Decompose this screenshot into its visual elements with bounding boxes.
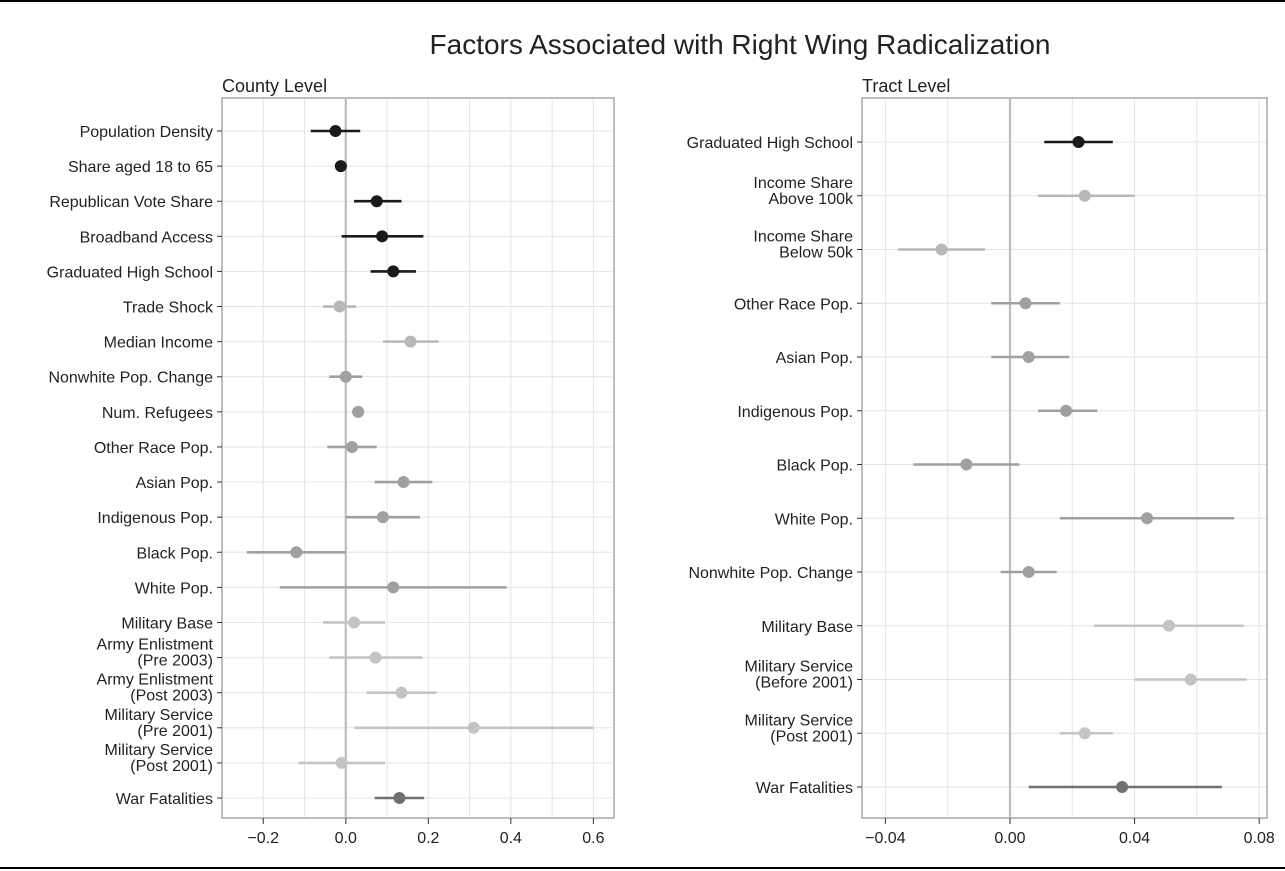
point-estimate-white-pop (387, 581, 400, 594)
x-tick-label: 0.00 (994, 830, 1025, 847)
point-estimate-income-share-below-50k (935, 243, 948, 256)
point-estimate-indigenous-pop (1060, 404, 1073, 417)
row-label-black-pop: Black Pop. (777, 458, 853, 475)
row-label-line: Military Service (105, 742, 214, 759)
point-estimate-asian-pop (1022, 351, 1035, 363)
point-estimate-army-enlistment-post-2003 (395, 686, 408, 699)
row-label-military-base: Military Base (121, 615, 213, 632)
row-label-white-pop: White Pop. (135, 580, 213, 597)
point-estimate-population-density (329, 125, 342, 137)
point-estimate-asian-pop (397, 476, 410, 489)
point-estimate-broadband-access (376, 230, 389, 243)
point-estimate-trade-shock (333, 300, 346, 313)
point-estimate-white-pop (1141, 512, 1154, 525)
point-estimate-black-pop (960, 458, 973, 471)
row-label-income-share-above-100k: Income Share Above 100k (753, 175, 854, 208)
row-label-military-base: Military Base (761, 619, 853, 636)
point-estimate-military-base (1162, 619, 1175, 632)
row-label-white-pop: White Pop. (775, 511, 853, 528)
row-label-line: (Post 2001) (130, 758, 213, 775)
point-estimate-other-race-pop (1019, 297, 1032, 310)
tract-level-panel: Tract Level −0.04 0.00 0.04 0.08 Graduated Hi… (687, 76, 1275, 847)
county-level-subtitle: County Level (222, 76, 327, 96)
row-label-military-service-before-2001: Military Service (Before 2001) (745, 659, 854, 692)
row-label-other-race-pop: Other Race Pop. (734, 296, 853, 313)
point-estimate-military-service-post-2001 (1078, 727, 1091, 740)
row-label-republican-vote-share: Republican Vote Share (49, 194, 213, 211)
row-label-median-income: Median Income (104, 335, 213, 352)
row-label-line: (Post 2001) (770, 728, 853, 745)
point-estimate-war-fatalities (393, 792, 406, 804)
point-estimate-nonwhite-pop-change (339, 370, 352, 383)
row-label-line: Army Enlistment (97, 637, 214, 654)
figure-title: Factors Associated with Right Wing Radic… (430, 29, 1051, 60)
row-label-indigenous-pop: Indigenous Pop. (737, 404, 853, 421)
point-estimate-graduated-high-school (1072, 136, 1085, 148)
row-label-line: Military Service (105, 707, 214, 724)
point-estimate-indigenous-pop (376, 511, 389, 524)
row-label-line: (Post 2003) (130, 688, 213, 705)
row-label-indigenous-pop: Indigenous Pop. (97, 510, 213, 527)
row-label-nonwhite-pop-change: Nonwhite Pop. Change (48, 370, 213, 387)
x-tick-label: 0.6 (582, 830, 604, 847)
row-label-num-refugees: Num. Refugees (102, 405, 213, 422)
row-label-line: Income Share (753, 229, 853, 246)
row-label-line: (Before 2001) (755, 675, 853, 692)
panel-border (861, 97, 1268, 819)
point-estimate-military-service-before-2001 (1184, 673, 1197, 686)
point-estimate-median-income (404, 335, 417, 348)
point-estimate-nonwhite-pop-change (1022, 566, 1035, 578)
x-tick-label: 0.2 (417, 830, 439, 847)
point-estimate-military-service-pre-2001 (467, 721, 480, 734)
x-tick-label: −0.2 (247, 830, 279, 847)
row-label-line: (Pre 2003) (137, 653, 213, 670)
row-label-population-density: Population Density (80, 124, 213, 141)
point-estimate-black-pop (290, 546, 303, 559)
point-estimate-other-race-pop (345, 440, 358, 453)
point-estimate-republican-vote-share (370, 195, 383, 208)
row-label-trade-shock: Trade Shock (123, 300, 214, 317)
x-tick-label: 0.04 (1119, 830, 1150, 847)
row-label-other-race-pop: Other Race Pop. (94, 440, 213, 457)
x-tick-label: −0.04 (865, 830, 906, 847)
row-label-military-service-post-2001: Military Service (Post 2001) (745, 712, 854, 745)
point-estimate-graduated-high-school (387, 265, 400, 278)
point-estimate-war-fatalities (1116, 781, 1129, 793)
row-label-line: Military Service (745, 712, 854, 729)
row-label-line: Military Service (745, 659, 854, 676)
row-label-army-enlistment-post-2003: Army Enlistment (Post 2003) (97, 672, 214, 705)
x-tick-label: 0.0 (335, 830, 357, 847)
row-label-black-pop: Black Pop. (137, 545, 213, 562)
point-estimate-military-base (348, 616, 361, 629)
row-label-war-fatalities: War Fatalities (116, 791, 213, 808)
row-label-line: Above 100k (768, 191, 854, 208)
tract-level-subtitle: Tract Level (862, 76, 950, 96)
row-label-military-service-pre-2001: Military Service (Pre 2001) (105, 707, 214, 740)
row-label-asian-pop: Asian Pop. (776, 350, 853, 367)
panel-border (221, 97, 615, 819)
row-label-income-share-below-50k: Income Share Below 50k (753, 229, 854, 262)
row-label-graduated-high-school: Graduated High School (47, 264, 213, 281)
point-estimate-army-enlistment-pre-2003 (369, 651, 382, 664)
row-label-line: Income Share (753, 175, 853, 192)
county-level-panel: County Level −0.2 0.0 0.2 0.4 0.6 Population D… (47, 76, 615, 847)
row-label-line: Army Enlistment (97, 672, 214, 689)
point-estimate-income-share-above-100k (1078, 189, 1091, 202)
x-tick-label: 0.4 (500, 830, 522, 847)
x-tick-label: 0.08 (1244, 830, 1275, 847)
row-label-line: Below 50k (779, 245, 854, 262)
point-estimate-share-aged-18-to-65 (334, 160, 347, 173)
row-label-military-service-post-2001: Military Service (Post 2001) (105, 742, 214, 775)
row-label-nonwhite-pop-change: Nonwhite Pop. Change (688, 565, 853, 582)
row-label-share-aged-18-to-65: Share aged 18 to 65 (68, 159, 213, 176)
row-label-broadband-access: Broadband Access (80, 229, 213, 246)
point-estimate-military-service-post-2001 (335, 756, 348, 769)
row-label-graduated-high-school: Graduated High School (687, 135, 853, 152)
row-label-army-enlistment-pre-2003: Army Enlistment (Pre 2003) (97, 637, 214, 670)
row-label-war-fatalities: War Fatalities (756, 780, 853, 797)
point-estimate-num-refugees (352, 405, 365, 418)
row-label-line: (Pre 2001) (137, 723, 213, 740)
row-label-asian-pop: Asian Pop. (136, 475, 213, 492)
